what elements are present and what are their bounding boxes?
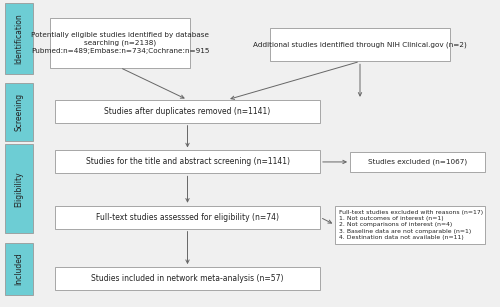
Bar — [5, 243, 32, 295]
Text: Included: Included — [14, 252, 23, 285]
Bar — [5, 144, 32, 233]
Text: Additional studies identified through NIH Clinical.gov (n=2): Additional studies identified through NI… — [253, 41, 467, 48]
Bar — [5, 3, 32, 74]
Text: Studies excluded (n=1067): Studies excluded (n=1067) — [368, 159, 467, 165]
Bar — [55, 267, 320, 290]
Bar — [350, 152, 485, 172]
Text: Full-text studies assesssed for eligibility (n=74): Full-text studies assesssed for eligibil… — [96, 213, 279, 222]
Bar — [55, 206, 320, 229]
Bar — [270, 28, 450, 61]
Text: Studies after duplicates removed (n=1141): Studies after duplicates removed (n=1141… — [104, 107, 270, 116]
Text: Screening: Screening — [14, 93, 23, 131]
Bar — [55, 150, 320, 173]
Text: Studies for the title and abstract screening (n=1141): Studies for the title and abstract scree… — [86, 157, 290, 166]
Text: Identification: Identification — [14, 13, 23, 64]
Text: Potentially eligible studies identified by database
searching (n=2138)
Pubmed:n=: Potentially eligible studies identified … — [31, 32, 209, 54]
Bar — [335, 206, 485, 244]
Text: Studies included in network meta-analysis (n=57): Studies included in network meta-analysi… — [91, 274, 284, 283]
Bar — [5, 83, 32, 141]
Text: Full-text studies excluded with reasons (n=17)
1. Not outcomes of interest (n=1): Full-text studies excluded with reasons … — [339, 210, 483, 240]
Bar — [55, 100, 320, 123]
Bar — [50, 18, 190, 68]
Text: Eligibility: Eligibility — [14, 171, 23, 207]
